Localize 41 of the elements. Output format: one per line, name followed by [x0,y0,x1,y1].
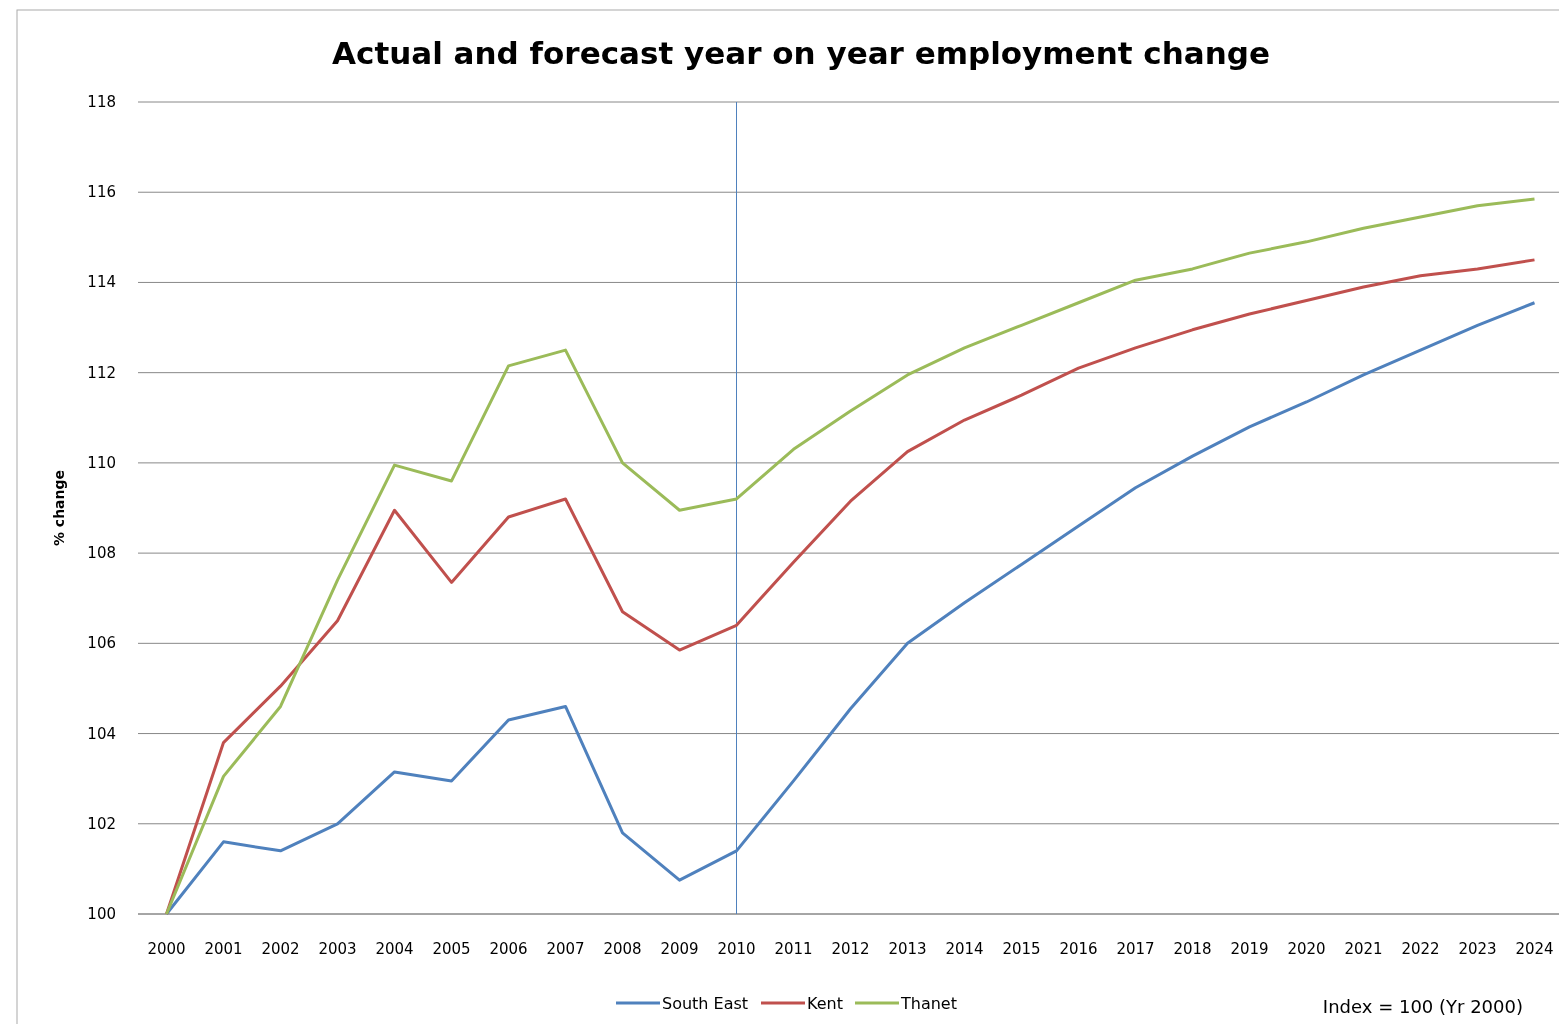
y-tick-label: 112 [87,363,116,382]
x-tick-label: 2018 [1173,940,1212,958]
y-tick-label: 106 [87,634,116,653]
y-tick-label: 100 [87,905,116,923]
y-tick-label: 102 [87,814,116,833]
x-tick-label: 2012 [831,940,870,958]
x-tick-label: 2013 [888,940,927,958]
x-tick-label: 2008 [603,940,642,958]
x-tick-label: 2005 [432,940,471,958]
x-tick-label: 2023 [1458,940,1497,958]
x-tick-label: 2014 [945,940,984,958]
y-tick-label: 116 [87,183,116,202]
x-tick-label: 2001 [204,940,243,958]
y-tick-label: 104 [87,724,116,743]
text: Index = 100 (Yr 2000) [1322,996,1523,1017]
x-tick-label: 2000 [147,940,186,958]
x-tick-label: 2003 [318,940,357,958]
x-tick-label: 2022 [1401,940,1440,958]
x-tick-label: 2010 [717,940,756,958]
x-tick-label: 2020 [1287,940,1326,958]
chart-title: Actual and forecast year on year employment change [332,35,1270,71]
legend-label: Kent [807,994,843,1013]
x-tick-label: 2019 [1230,940,1269,958]
x-tick-label: 2024 [1515,940,1554,958]
y-tick-label: 108 [87,544,116,563]
y-tick-label: 118 [87,93,116,111]
x-tick-label: 2021 [1344,940,1383,958]
x-tick-label: 2015 [1002,940,1041,958]
x-tick-label: 2016 [1059,940,1098,958]
legend-label: Thanet [900,994,957,1013]
y-tick-label: 110 [87,453,116,472]
x-tick-label: 2017 [1116,940,1155,958]
legend-label: South East [662,994,749,1013]
x-tick-label: 2011 [774,940,813,958]
x-tick-label: 2002 [261,940,300,958]
y-tick-label: 114 [87,273,116,292]
x-tick-label: 2006 [489,940,528,958]
x-tick-label: 2007 [546,940,585,958]
x-tick-label: 2009 [660,940,699,958]
x-tick-label: 2004 [375,940,414,958]
y-axis-title: % change [51,469,67,547]
